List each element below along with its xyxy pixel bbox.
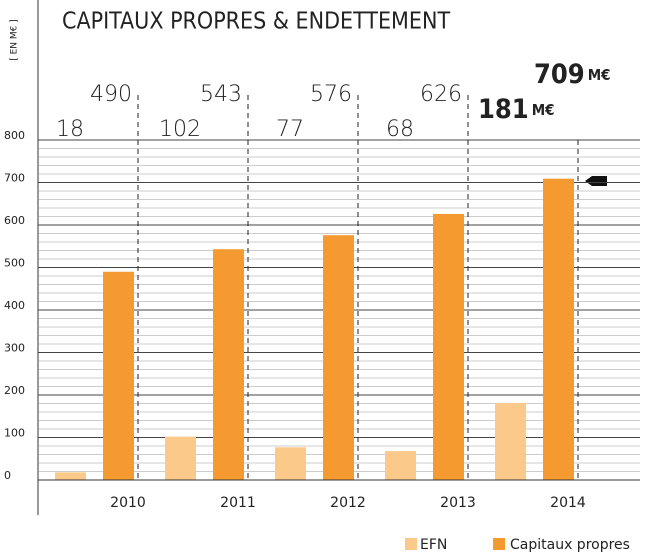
legend-swatch	[493, 538, 505, 550]
y-tick-label: 700	[4, 172, 25, 185]
y-tick-label: 600	[4, 214, 25, 227]
value-label: 626	[420, 82, 462, 107]
bar	[275, 447, 306, 480]
y-tick-label: 0	[4, 469, 11, 482]
x-tick-label: 2012	[330, 495, 366, 511]
bar	[213, 249, 244, 480]
value-number: 709	[534, 59, 585, 90]
bar	[55, 472, 86, 480]
y-tick-label: 400	[4, 299, 25, 312]
bar	[385, 451, 416, 480]
x-tick-label: 2014	[550, 495, 586, 511]
value-label: 77	[276, 117, 304, 142]
bar	[543, 178, 574, 481]
value-unit: M€	[588, 66, 611, 84]
legend-label: EFN	[420, 537, 447, 553]
value-label: 102	[159, 117, 201, 142]
y-tick-label: 800	[4, 129, 25, 142]
legend-swatch	[405, 538, 417, 550]
arrow-marker	[585, 176, 607, 186]
bar	[103, 271, 134, 480]
value-number: 181	[478, 94, 529, 125]
y-axis-label: [ EN M€ ]	[10, 19, 20, 61]
value-label: 181 M€	[478, 94, 555, 125]
value-label: 490	[90, 82, 132, 107]
x-tick-label: 2013	[440, 495, 476, 511]
value-label: 576	[310, 82, 352, 107]
bar	[495, 403, 526, 480]
y-tick-label: 300	[4, 342, 25, 355]
x-tick-label: 2010	[110, 495, 146, 511]
value-label: 709 M€	[534, 59, 611, 90]
chart-title: CAPITAUX PROPRES & ENDETTEMENT	[62, 9, 450, 35]
value-label: 18	[56, 117, 84, 142]
bar	[323, 235, 354, 480]
value-label: 68	[386, 117, 414, 142]
legend-label: Capitaux propres	[510, 537, 630, 553]
bar	[165, 436, 196, 480]
x-tick-label: 2011	[220, 495, 256, 511]
value-label: 543	[200, 82, 242, 107]
value-unit: M€	[532, 101, 555, 119]
bar	[433, 213, 464, 480]
y-tick-label: 100	[4, 427, 25, 440]
y-tick-label: 500	[4, 257, 25, 270]
y-tick-label: 200	[4, 384, 25, 397]
